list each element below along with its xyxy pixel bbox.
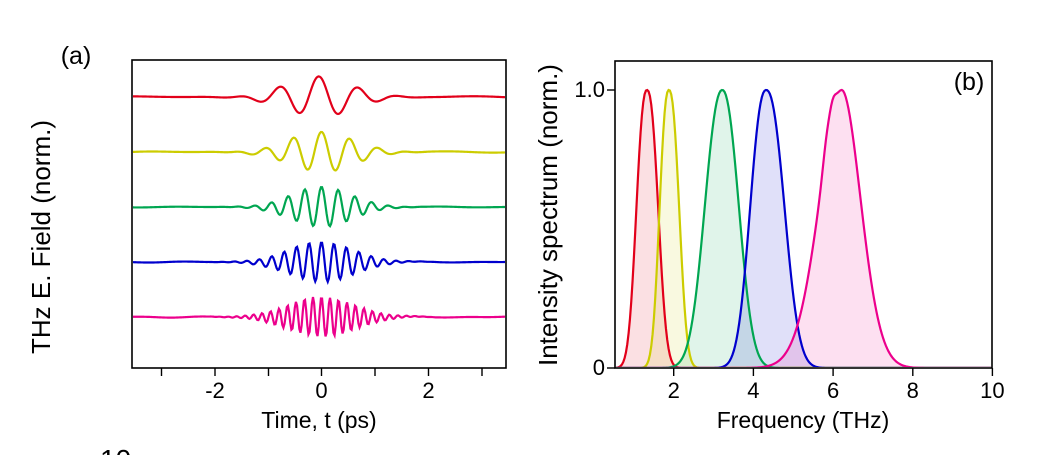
svg-text:2: 2 [422, 378, 434, 403]
svg-text:6: 6 [827, 378, 839, 403]
svg-text:0: 0 [315, 378, 327, 403]
svg-text:(b): (b) [954, 68, 985, 96]
svg-text:10: 10 [100, 444, 131, 455]
svg-text:Frequency (THz): Frequency (THz) [717, 407, 890, 433]
svg-text:THz E. Field (norm.): THz E. Field (norm.) [26, 120, 56, 354]
svg-text:1.0: 1.0 [574, 77, 605, 102]
svg-text:2: 2 [668, 378, 680, 403]
svg-text:-2: -2 [205, 378, 225, 403]
svg-text:0: 0 [593, 355, 605, 380]
svg-text:10: 10 [980, 378, 1004, 403]
svg-text:8: 8 [907, 378, 919, 403]
svg-text:Time, t (ps): Time, t (ps) [261, 407, 376, 433]
svg-text:(a): (a) [61, 42, 92, 70]
svg-text:4: 4 [747, 378, 759, 403]
svg-text:Intensity spectrum (norm.): Intensity spectrum (norm.) [533, 64, 563, 366]
